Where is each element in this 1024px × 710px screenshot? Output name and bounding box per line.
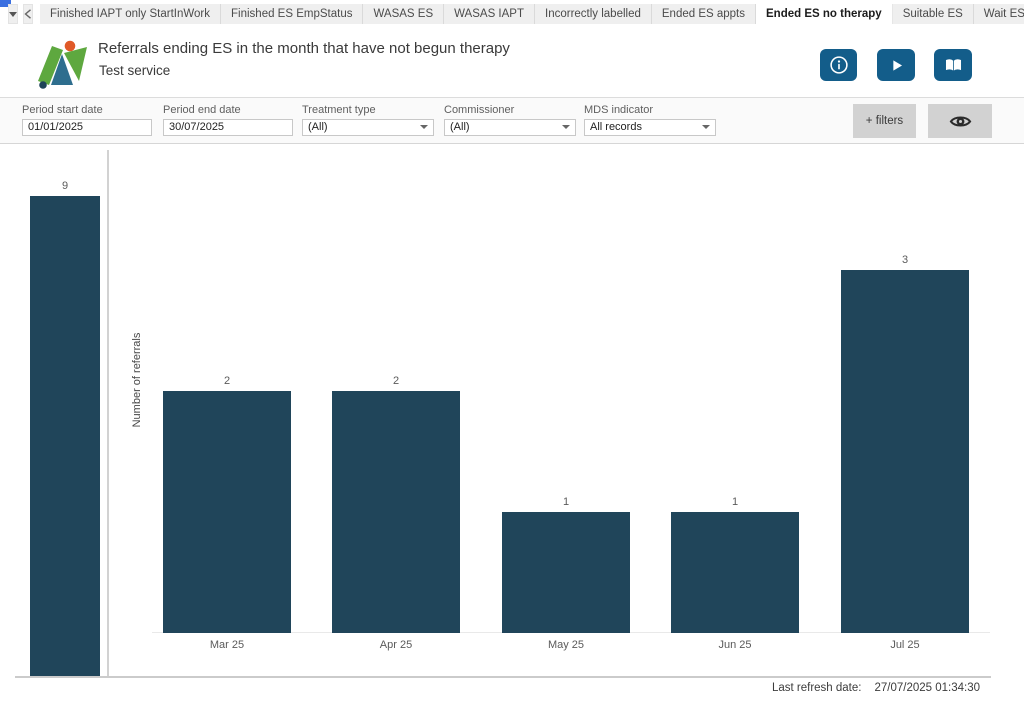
info-icon bbox=[829, 56, 848, 74]
commissioner-value: (All) bbox=[450, 121, 470, 133]
period-end-input[interactable]: 30/07/2025 bbox=[163, 119, 293, 136]
period-start-label: Period start date bbox=[22, 104, 103, 116]
treatment-type-select[interactable]: (All) bbox=[302, 119, 434, 136]
treatment-type-value: (All) bbox=[308, 121, 328, 133]
bar-value-label: 1 bbox=[562, 496, 570, 508]
y-axis-title: Number of referrals bbox=[131, 332, 143, 428]
treatment-type-label: Treatment type bbox=[302, 104, 376, 116]
mds-indicator-label: MDS indicator bbox=[584, 104, 654, 116]
tabs-strip: Finished IAPT only StartInWork Finished E… bbox=[40, 4, 1024, 24]
app-logo bbox=[38, 40, 87, 89]
eye-icon bbox=[949, 116, 971, 126]
filter-bar: Period start date 01/01/2025 Period end … bbox=[0, 97, 1024, 144]
refresh-label: Last refresh date: bbox=[771, 682, 862, 694]
dropdown-arrow-icon bbox=[562, 125, 570, 129]
mds-indicator-value: All records bbox=[590, 121, 642, 133]
x-tick-mar-25: Mar 25 bbox=[209, 639, 245, 651]
tab-wait-es[interactable]: Wait ES bbox=[973, 4, 1024, 24]
sheet-tab-bar: Finished IAPT only StartInWork Finished E… bbox=[0, 4, 1024, 24]
commissioner-select[interactable]: (All) bbox=[444, 119, 576, 136]
refresh-value: 27/07/2025 01:34:30 bbox=[874, 682, 980, 694]
play-icon bbox=[892, 59, 902, 71]
visibility-button[interactable] bbox=[928, 104, 992, 138]
bar-value-label: 9 bbox=[61, 180, 69, 192]
tab-ended-es-no-therapy[interactable]: Ended ES no therapy bbox=[756, 4, 893, 24]
tab-ended-es-appts[interactable]: Ended ES appts bbox=[651, 4, 757, 24]
bar-mar-25[interactable] bbox=[163, 391, 291, 633]
add-filters-button[interactable]: + filters bbox=[853, 104, 916, 138]
commissioner-label: Commissioner bbox=[444, 104, 515, 116]
tab-wasas-es[interactable]: WASAS ES bbox=[363, 4, 445, 24]
chevron-left-icon bbox=[24, 9, 31, 19]
caret-down-icon bbox=[9, 11, 17, 17]
play-button[interactable] bbox=[877, 49, 915, 81]
tab-incorrectly-labelled[interactable]: Incorrectly labelled bbox=[535, 4, 652, 24]
chart-bottom-border bbox=[15, 676, 991, 678]
period-end-label: Period end date bbox=[163, 104, 241, 116]
tab-finished-es-empstatus[interactable]: Finished ES EmpStatus bbox=[221, 4, 364, 24]
x-tick-jul-25: Jul 25 bbox=[890, 639, 920, 651]
page-subtitle: Test service bbox=[99, 63, 171, 78]
y-axis-line bbox=[107, 150, 109, 677]
refresh-status: Last refresh date: 27/07/2025 01:34:30 bbox=[600, 682, 980, 694]
bar-value-label: 3 bbox=[901, 254, 909, 266]
bar-value-label: 1 bbox=[731, 496, 739, 508]
bar-partial-left[interactable] bbox=[30, 196, 100, 676]
tab-suitable-es[interactable]: Suitable ES bbox=[892, 4, 974, 24]
bar-value-label: 2 bbox=[223, 375, 231, 387]
dropdown-arrow-icon bbox=[702, 125, 710, 129]
info-button[interactable] bbox=[820, 49, 857, 81]
guide-button[interactable] bbox=[934, 49, 972, 81]
mds-indicator-select[interactable]: All records bbox=[584, 119, 716, 136]
bar-apr-25[interactable] bbox=[332, 391, 460, 633]
x-tick-may-25: May 25 bbox=[547, 639, 585, 651]
bar-jul-25[interactable] bbox=[841, 270, 969, 633]
tab-menu-button[interactable] bbox=[8, 4, 18, 24]
tab-finished-iapt-only-startinwork[interactable]: Finished IAPT only StartInWork bbox=[40, 4, 222, 24]
x-tick-jun-25: Jun 25 bbox=[718, 639, 752, 651]
corner-accent bbox=[0, 0, 11, 7]
page-title: Referrals ending ES in the month that ha… bbox=[98, 40, 510, 57]
bar-jun-25[interactable] bbox=[671, 512, 799, 633]
book-icon bbox=[944, 58, 962, 72]
tab-wasas-iapt[interactable]: WASAS IAPT bbox=[444, 4, 535, 24]
period-start-input[interactable]: 01/01/2025 bbox=[22, 119, 152, 136]
bar-may-25[interactable] bbox=[502, 512, 630, 633]
tabs-scroll-left-button[interactable] bbox=[23, 4, 33, 24]
dropdown-arrow-icon bbox=[420, 125, 428, 129]
x-tick-apr-25: Apr 25 bbox=[379, 639, 413, 651]
bar-value-label: 2 bbox=[392, 375, 400, 387]
